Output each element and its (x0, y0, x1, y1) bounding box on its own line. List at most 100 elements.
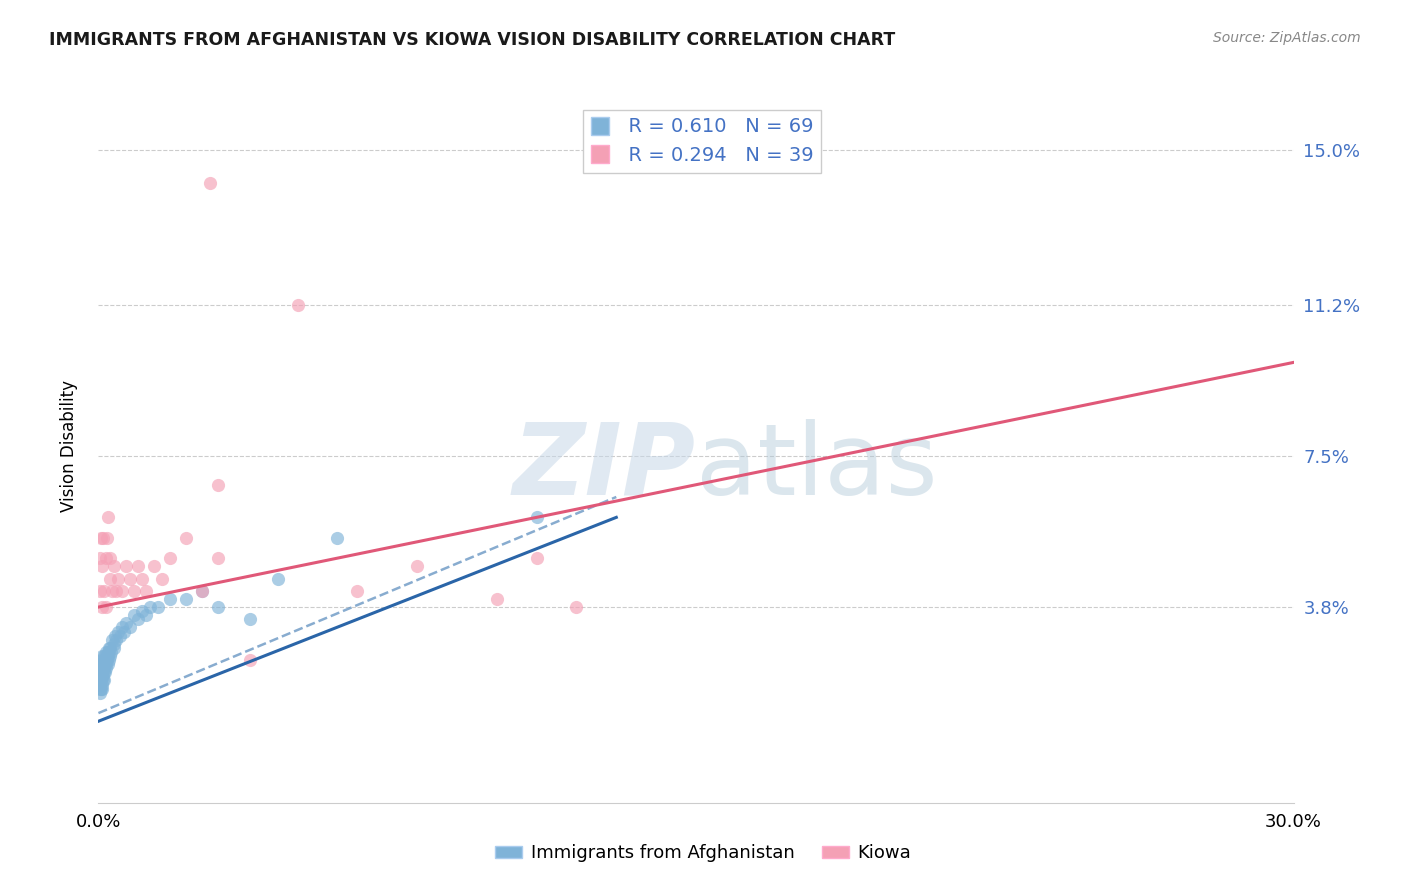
Point (89, 669, 111, 683)
Point (93, 661, 115, 675)
Point (96, 653, 118, 667)
Point (93, 665, 115, 680)
Point (91, 681, 114, 696)
Point (89, 661, 111, 675)
Point (124, 608, 146, 623)
Point (120, 620, 142, 634)
Point (159, 551, 181, 566)
Point (150, 572, 173, 586)
Point (111, 583, 134, 598)
Point (89, 673, 111, 688)
Point (94, 657, 117, 672)
Point (105, 632, 128, 647)
Point (526, 551, 548, 566)
Point (93, 583, 115, 598)
Point (93, 653, 115, 667)
Point (94, 661, 117, 675)
Point (135, 583, 157, 598)
Point (97, 645, 120, 659)
Text: Source: ZipAtlas.com: Source: ZipAtlas.com (1213, 31, 1361, 45)
Point (110, 629, 132, 643)
Text: IMMIGRANTS FROM AFGHANISTAN VS KIOWA VISION DISABILITY CORRELATION CHART: IMMIGRANTS FROM AFGHANISTAN VS KIOWA VIS… (49, 31, 896, 49)
Point (91, 657, 114, 672)
Point (90, 600, 112, 615)
Point (115, 616, 138, 631)
Point (98, 640, 122, 655)
Point (89, 681, 111, 696)
Point (89, 657, 111, 672)
Point (90, 665, 112, 680)
Point (127, 612, 149, 626)
Point (191, 583, 214, 598)
Point (103, 559, 125, 574)
Point (97, 657, 120, 672)
Point (326, 531, 349, 545)
Point (91, 669, 114, 683)
Point (174, 591, 197, 606)
Point (105, 583, 128, 598)
Point (94, 653, 117, 667)
Point (91, 677, 114, 691)
Point (91, 531, 114, 545)
Point (89, 583, 111, 598)
Point (96, 531, 118, 545)
Point (97, 648, 120, 663)
Point (90, 669, 112, 683)
Point (131, 604, 153, 618)
Point (91, 559, 114, 574)
Point (239, 653, 262, 667)
Point (131, 572, 153, 586)
Text: ZIP: ZIP (513, 419, 696, 516)
Point (115, 559, 138, 574)
Point (89, 677, 111, 691)
Point (565, 600, 588, 615)
Point (89, 665, 111, 680)
Point (89, 686, 111, 700)
Point (98, 551, 122, 566)
Y-axis label: Vision Disability: Vision Disability (59, 380, 77, 512)
Point (207, 551, 229, 566)
Point (239, 612, 262, 626)
Point (91, 657, 114, 672)
Point (100, 645, 122, 659)
Point (139, 600, 162, 615)
Point (93, 648, 115, 663)
Point (143, 559, 166, 574)
Point (101, 632, 124, 647)
Point (90, 681, 112, 696)
Point (91, 648, 114, 663)
Point (98, 572, 121, 586)
Point (346, 583, 368, 598)
Point (94, 551, 117, 566)
Point (406, 559, 429, 574)
Point (96, 648, 118, 663)
Point (90, 661, 112, 675)
Point (103, 637, 125, 651)
Point (124, 583, 146, 598)
Point (91, 661, 114, 675)
Point (159, 591, 181, 606)
Point (103, 640, 125, 655)
Point (93, 673, 115, 688)
Point (97, 653, 120, 667)
Point (98, 640, 121, 655)
Point (97, 510, 120, 524)
Point (107, 624, 129, 639)
Point (107, 572, 129, 586)
Point (94, 665, 117, 680)
Point (91, 673, 114, 688)
Legend:   R = 0.610   N = 69,   R = 0.294   N = 39: R = 0.610 N = 69, R = 0.294 N = 39 (582, 110, 821, 173)
Point (174, 531, 197, 545)
Point (89, 551, 111, 566)
Point (90, 673, 112, 688)
Point (127, 559, 149, 574)
Point (98, 648, 121, 663)
Point (207, 477, 229, 491)
Point (101, 583, 124, 598)
Point (526, 510, 548, 524)
Point (104, 629, 127, 643)
Point (112, 624, 135, 639)
Point (485, 591, 508, 606)
Point (91, 665, 114, 680)
Text: atlas: atlas (696, 419, 938, 516)
